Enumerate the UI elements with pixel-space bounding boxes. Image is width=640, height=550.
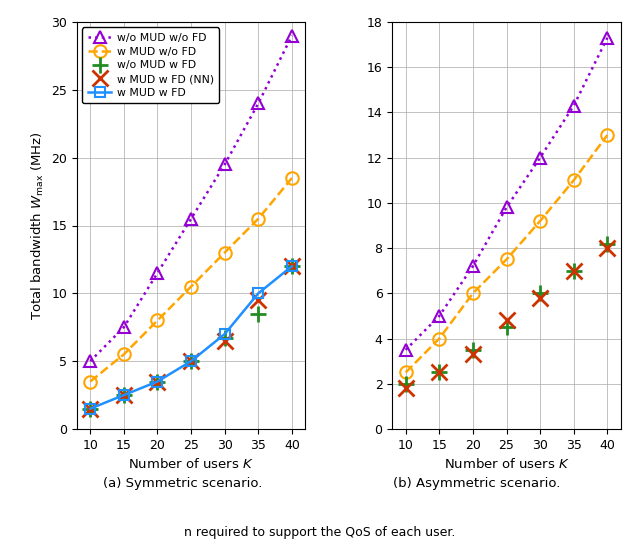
Line: w MUD w FD (NN): w MUD w FD (NN) [83, 258, 300, 416]
w MUD w FD (NN) [86, 405, 94, 412]
Line: w MUD w/o FD: w MUD w/o FD [84, 172, 298, 388]
w MUD w FD (NN) [288, 263, 296, 270]
w MUD w FD (NN) [120, 392, 128, 398]
Text: n required to support the QoS of each user.: n required to support the QoS of each us… [184, 526, 456, 539]
w/o MUD w FD [86, 405, 94, 412]
w MUD w FD (NN) [188, 358, 195, 365]
w MUD w FD [288, 263, 296, 270]
Line: w/o MUD w FD: w/o MUD w FD [83, 258, 300, 416]
w MUD w/o FD [86, 378, 94, 385]
Line: w MUD w FD: w MUD w FD [85, 261, 297, 414]
Legend: w/o MUD w/o FD, w MUD w/o FD, w/o MUD w FD, w MUD w FD (NN), w MUD w FD: w/o MUD w/o FD, w MUD w/o FD, w/o MUD w … [82, 28, 220, 103]
w/o MUD w/o FD [86, 358, 94, 365]
w MUD w/o FD [255, 216, 262, 222]
w MUD w/o FD [154, 317, 161, 324]
w MUD w/o FD [221, 249, 228, 256]
w/o MUD w FD [120, 392, 128, 398]
w MUD w FD (NN) [154, 378, 161, 385]
X-axis label: Number of users $K$: Number of users $K$ [128, 457, 254, 471]
w MUD w/o FD [120, 351, 128, 358]
w/o MUD w/o FD [288, 32, 296, 39]
w/o MUD w/o FD [154, 270, 161, 276]
w/o MUD w/o FD [120, 324, 128, 331]
w MUD w FD [221, 331, 228, 337]
w/o MUD w/o FD [255, 100, 262, 107]
Text: (b) Asymmetric scenario.: (b) Asymmetric scenario. [393, 477, 561, 490]
Text: (a) Symmetric scenario.: (a) Symmetric scenario. [102, 477, 262, 490]
w MUD w FD [120, 392, 128, 398]
w/o MUD w FD [154, 378, 161, 385]
Line: w/o MUD w/o FD: w/o MUD w/o FD [84, 30, 298, 367]
w MUD w FD [188, 358, 195, 365]
w MUD w FD [86, 405, 94, 412]
w MUD w/o FD [188, 283, 195, 290]
X-axis label: Number of users $K$: Number of users $K$ [444, 457, 570, 471]
w/o MUD w FD [255, 310, 262, 317]
Y-axis label: Total bandwidth $W_{\mathrm{max}}$ (MHz): Total bandwidth $W_{\mathrm{max}}$ (MHz) [29, 131, 45, 320]
w MUD w/o FD [288, 175, 296, 182]
w MUD w FD [255, 290, 262, 296]
w MUD w FD (NN) [221, 338, 228, 344]
w/o MUD w/o FD [188, 216, 195, 222]
w/o MUD w FD [288, 263, 296, 270]
w/o MUD w/o FD [221, 161, 228, 168]
w MUD w FD (NN) [255, 297, 262, 304]
w/o MUD w FD [221, 335, 228, 342]
w/o MUD w FD [188, 358, 195, 365]
w MUD w FD [154, 378, 161, 385]
